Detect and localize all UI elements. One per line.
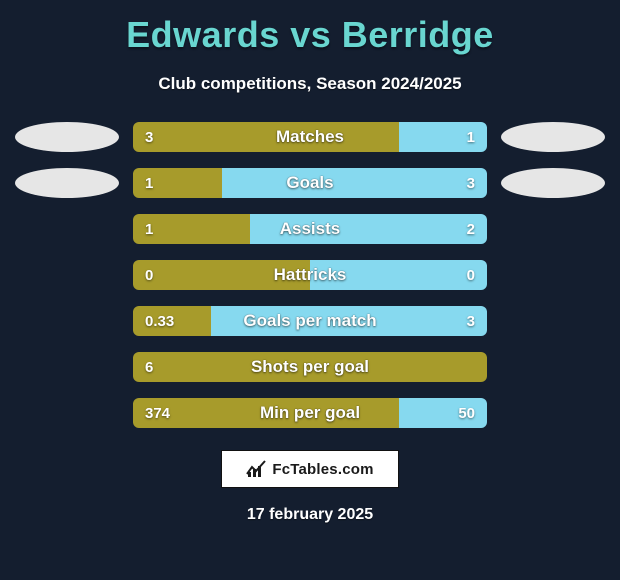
stat-bar-right <box>399 398 488 428</box>
player-right-blob <box>501 122 605 152</box>
stat-bar: Goals per match0.333 <box>133 306 487 336</box>
stat-row: Goals13 <box>0 168 620 198</box>
stat-bar-left <box>133 398 399 428</box>
stat-bar: Matches31 <box>133 122 487 152</box>
stat-row: Hattricks00 <box>0 260 620 290</box>
stat-row: Assists12 <box>0 214 620 244</box>
stat-bar: Goals13 <box>133 168 487 198</box>
stat-bar: Min per goal37450 <box>133 398 487 428</box>
brand-text: FcTables.com <box>272 461 373 478</box>
stats-container: Matches31 Goals13 Assists12 Hattricks00 Goal… <box>0 122 620 428</box>
stat-bar-left <box>133 352 487 382</box>
stat-row: Shots per goal6 <box>0 352 620 382</box>
stat-bar-right <box>310 260 487 290</box>
stat-bar: Assists12 <box>133 214 487 244</box>
stat-bar-left <box>133 306 211 336</box>
stat-bar-right <box>222 168 488 198</box>
brand-badge: FcTables.com <box>221 450 399 488</box>
stat-row: Matches31 <box>0 122 620 152</box>
stat-bar-right <box>211 306 487 336</box>
stat-bar-left <box>133 168 222 198</box>
stat-bar: Shots per goal6 <box>133 352 487 382</box>
stat-bar-right <box>399 122 488 152</box>
date-text: 17 february 2025 <box>0 506 620 524</box>
stat-bar-left <box>133 214 250 244</box>
chart-icon <box>246 460 266 478</box>
stat-row: Goals per match0.333 <box>0 306 620 336</box>
player-left-blob <box>15 122 119 152</box>
stat-bar: Hattricks00 <box>133 260 487 290</box>
player-left-blob <box>15 168 119 198</box>
page-title: Edwards vs Berridge <box>0 14 620 56</box>
stat-bar-right <box>250 214 487 244</box>
player-right-blob <box>501 168 605 198</box>
stat-bar-left <box>133 122 399 152</box>
stat-row: Min per goal37450 <box>0 398 620 428</box>
subtitle: Club competitions, Season 2024/2025 <box>0 74 620 94</box>
stat-bar-left <box>133 260 310 290</box>
